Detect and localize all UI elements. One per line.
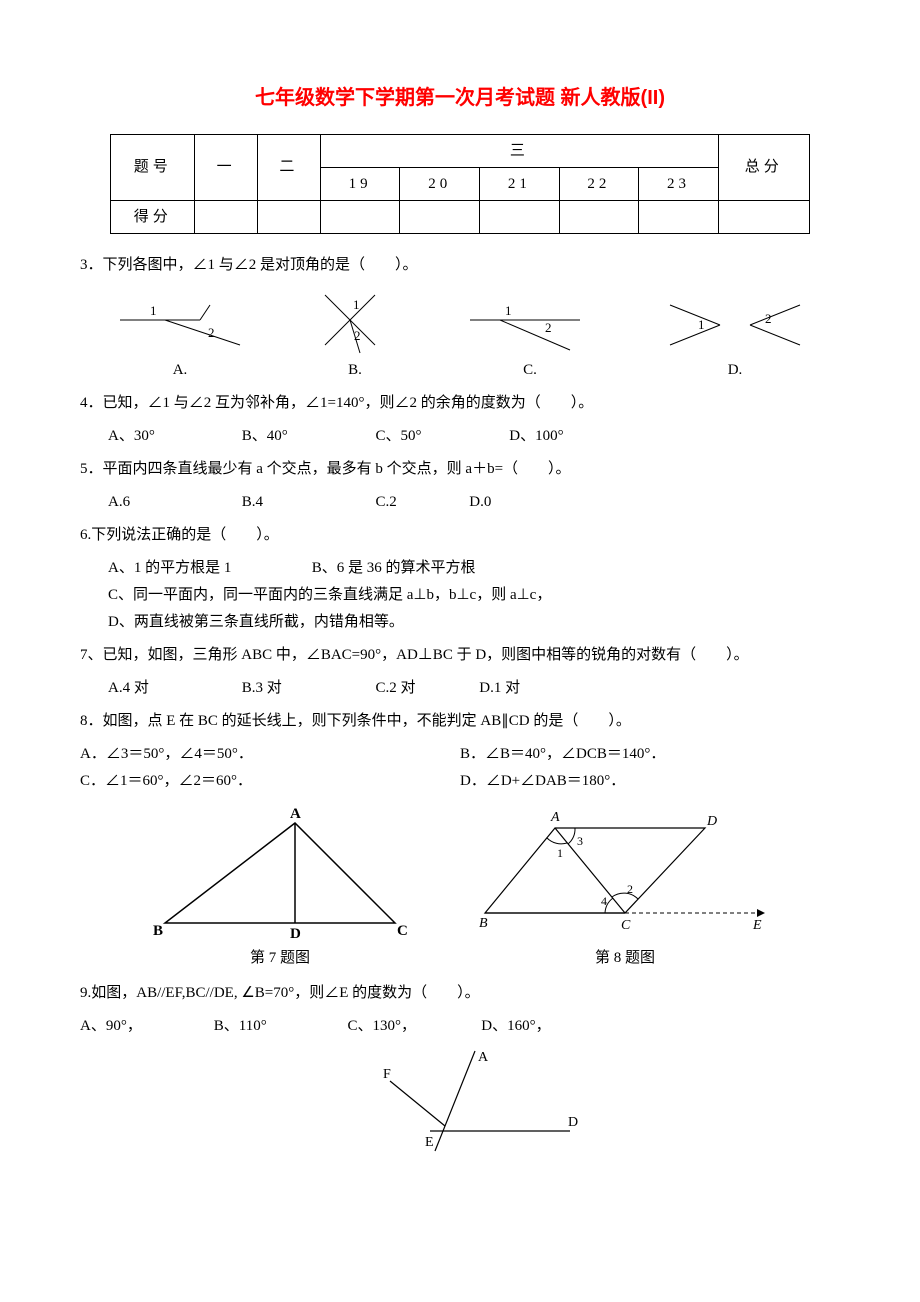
sub-21: 21 — [480, 168, 560, 201]
q3-fig-b: 1 2 — [310, 285, 400, 355]
th-one: 一 — [195, 135, 258, 201]
q9-text: 9.如图，AB//EF,BC//DE, ∠B=70°，则∠E 的度数为（ ）。 — [80, 980, 840, 1007]
svg-text:1: 1 — [353, 297, 360, 312]
q5-opt-c: C.2 — [376, 489, 466, 516]
q7-opt-d: D.1 对 — [479, 675, 609, 702]
q6-opt-a: A、1 的平方根是 1 — [108, 555, 308, 582]
q3-label-d: D. — [660, 357, 810, 384]
svg-text:D: D — [568, 1115, 578, 1130]
svg-text:D: D — [290, 926, 301, 942]
q9-opt-c: C、130°， — [348, 1013, 478, 1040]
th-two: 二 — [258, 135, 321, 201]
q6-line1: A、1 的平方根是 1 B、6 是 36 的算术平方根 — [108, 555, 840, 582]
sub-20: 20 — [400, 168, 480, 201]
svg-text:B: B — [153, 923, 163, 939]
q9-opt-a: A、90°， — [80, 1013, 210, 1040]
q6-opt-b: B、6 是 36 的算术平方根 — [312, 555, 476, 582]
svg-text:1: 1 — [698, 317, 705, 332]
q8-caption: 第 8 题图 — [475, 945, 775, 972]
q8-opt-c: C．∠1＝60°，∠2＝60°． — [80, 768, 460, 795]
q4-options: A、30° B、40° C、50° D、100° — [108, 423, 840, 450]
svg-text:3: 3 — [577, 834, 583, 848]
q3-figures: 1 2 A. 1 2 B. 1 2 C. 1 2 D — [80, 285, 840, 384]
q7-caption: 第 7 题图 — [145, 945, 415, 972]
svg-text:A: A — [290, 806, 301, 822]
th-score: 得分 — [111, 201, 195, 234]
q4-opt-d: D、100° — [509, 423, 639, 450]
q5-opt-d: D.0 — [469, 489, 599, 516]
th-number: 题号 — [111, 135, 195, 201]
svg-text:C: C — [621, 918, 631, 933]
score-table: 题号 一 二 三 总分 19 20 21 22 23 得分 — [110, 134, 809, 234]
svg-text:B: B — [479, 916, 488, 931]
q3-fig-d: 1 2 — [660, 295, 810, 355]
q9-opt-b: B、110° — [214, 1013, 344, 1040]
q7-figure: A B C D — [145, 803, 415, 943]
q3-fig-c: 1 2 — [460, 295, 600, 355]
q3-label-c: C. — [460, 357, 600, 384]
q8-figure: A D B C E 1 3 2 4 — [475, 803, 775, 943]
q4-opt-a: A、30° — [108, 423, 238, 450]
svg-text:E: E — [425, 1135, 434, 1150]
q7-text: 7、已知，如图，三角形 ABC 中，∠BAC=90°，AD⊥BC 于 D，则图中… — [80, 642, 840, 669]
q5-opt-b: B.4 — [242, 489, 372, 516]
q4-opt-c: C、50° — [376, 423, 506, 450]
svg-text:2: 2 — [765, 311, 772, 326]
q8-opt-a: A．∠3＝50°，∠4＝50°． — [80, 741, 460, 768]
svg-text:2: 2 — [208, 325, 215, 340]
svg-text:1: 1 — [557, 846, 563, 860]
q6-text: 6.下列说法正确的是（ ）。 — [80, 522, 840, 549]
q7-opt-c: C.2 对 — [376, 675, 476, 702]
q6-opt-d: D、两直线被第三条直线所截，内错角相等。 — [108, 609, 840, 636]
svg-text:A: A — [550, 810, 560, 825]
svg-text:2: 2 — [354, 328, 361, 343]
q9-opt-d: D、160°， — [481, 1013, 550, 1040]
q7-options: A.4 对 B.3 对 C.2 对 D.1 对 — [108, 675, 840, 702]
page-title: 七年级数学下学期第一次月考试题 新人教版(II) — [80, 80, 840, 116]
th-three: 三 — [320, 135, 718, 168]
svg-text:F: F — [383, 1067, 391, 1082]
q9-options: A、90°， B、110° C、130°， D、160°， — [80, 1013, 840, 1040]
svg-text:C: C — [397, 923, 408, 939]
svg-text:E: E — [752, 918, 762, 933]
q7-opt-a: A.4 对 — [108, 675, 238, 702]
q9-figure: A F E D — [370, 1046, 590, 1156]
th-total: 总分 — [718, 135, 809, 201]
svg-text:2: 2 — [627, 882, 633, 896]
svg-text:2: 2 — [545, 320, 552, 335]
q3-text: 3．下列各图中，∠1 与∠2 是对顶角的是（ ）。 — [80, 252, 840, 279]
q4-opt-b: B、40° — [242, 423, 372, 450]
svg-text:1: 1 — [505, 303, 512, 318]
q3-fig-a: 1 2 — [110, 295, 250, 355]
q5-options: A.6 B.4 C.2 D.0 — [108, 489, 840, 516]
sub-23: 23 — [639, 168, 719, 201]
q5-opt-a: A.6 — [108, 489, 238, 516]
q8-opt-b: B．∠B＝40°，∠DCB＝140°． — [460, 741, 665, 768]
svg-text:D: D — [706, 814, 717, 829]
svg-text:4: 4 — [601, 894, 607, 908]
q3-label-a: A. — [110, 357, 250, 384]
q8-text: 8．如图，点 E 在 BC 的延长线上，则下列条件中，不能判定 AB∥CD 的是… — [80, 708, 840, 735]
svg-text:A: A — [478, 1050, 489, 1065]
q7-opt-b: B.3 对 — [242, 675, 372, 702]
sub-22: 22 — [559, 168, 639, 201]
q5-text: 5．平面内四条直线最少有 a 个交点，最多有 b 个交点，则 a＋b=（ ）。 — [80, 456, 840, 483]
q3-label-b: B. — [310, 357, 400, 384]
sub-19: 19 — [320, 168, 400, 201]
svg-text:1: 1 — [150, 303, 157, 318]
q4-text: 4．已知，∠1 与∠2 互为邻补角，∠1=140°，则∠2 的余角的度数为（ ）… — [80, 390, 840, 417]
q6-opt-c: C、同一平面内，同一平面内的三条直线满足 a⊥b，b⊥c，则 a⊥c， — [108, 582, 840, 609]
q8-opt-d: D．∠D+∠DAB＝180°． — [460, 768, 625, 795]
